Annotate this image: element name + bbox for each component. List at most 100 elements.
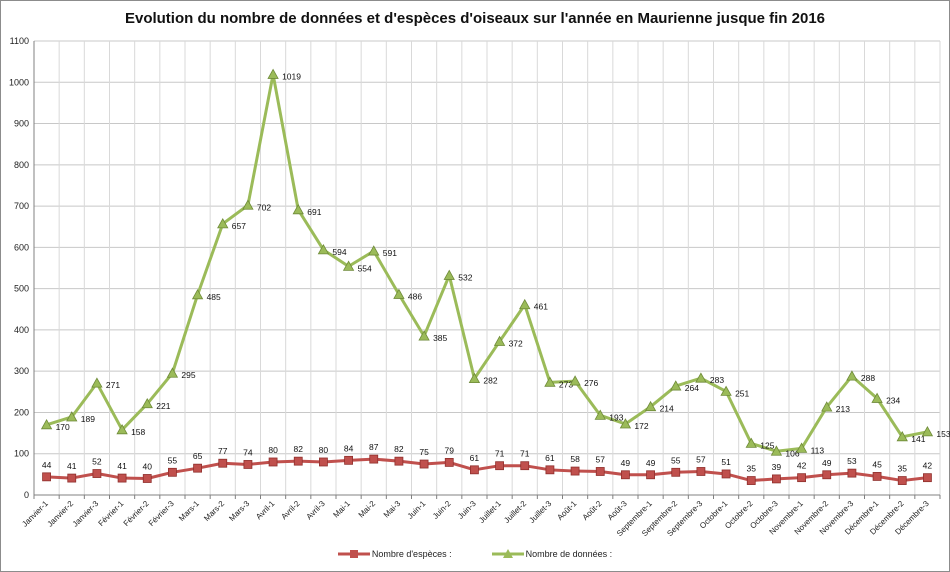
data-point-records — [795, 442, 808, 453]
data-point-records — [91, 377, 103, 388]
data-label-records: 172 — [634, 421, 648, 431]
data-label-species: 45 — [872, 459, 882, 469]
data-point-species — [92, 469, 102, 478]
x-tick-label: Juin-1 — [406, 499, 428, 521]
data-label-records: 271 — [106, 380, 120, 390]
x-tick-label: Février-1 — [96, 499, 125, 528]
data-point-species — [923, 473, 932, 483]
series-line-1 — [46, 72, 928, 453]
data-point-records — [544, 376, 556, 387]
data-point-records — [670, 380, 682, 391]
data-point-records — [66, 411, 78, 422]
data-point-species — [142, 474, 152, 483]
data-label-species: 80 — [319, 445, 329, 455]
data-point-records — [393, 288, 405, 299]
data-point-species — [772, 474, 781, 484]
data-label-records: 221 — [156, 401, 170, 411]
data-label-records: 702 — [257, 202, 271, 212]
data-point-species — [344, 455, 353, 465]
x-tick-label: Mars-1 — [177, 499, 201, 523]
data-point-species — [746, 476, 756, 485]
data-label-records: 264 — [685, 383, 699, 393]
x-tick-label: Juin-2 — [431, 499, 453, 521]
data-point-records — [418, 330, 430, 341]
x-tick-label: Mars-3 — [227, 499, 251, 523]
data-label-records: 295 — [181, 370, 195, 380]
data-point-records — [217, 218, 229, 229]
x-tick-label: Mai-1 — [331, 499, 352, 520]
data-point-records — [619, 418, 632, 429]
legend-swatch-0 — [337, 550, 370, 558]
data-label-species: 35 — [898, 464, 908, 474]
data-point-species — [419, 459, 429, 469]
data-point-records — [871, 392, 883, 403]
data-label-records: 288 — [861, 373, 875, 383]
legend-swatch-1 — [491, 549, 524, 558]
data-point-species — [897, 476, 907, 485]
data-point-records — [644, 400, 657, 412]
data-point-records — [745, 437, 757, 448]
legend-label-0: Nombre d'espèces : — [371, 549, 452, 559]
x-tick-label: Janvier-3 — [71, 499, 101, 529]
data-label-records: 125 — [760, 440, 774, 450]
data-label-records: 594 — [332, 247, 346, 257]
data-label-species: 61 — [545, 453, 555, 463]
x-tick-label: Avril-1 — [254, 499, 277, 522]
data-label-species: 42 — [923, 461, 933, 471]
data-label-species: 49 — [822, 458, 832, 468]
y-tick-label: 200 — [14, 407, 29, 417]
data-point-species — [545, 465, 555, 475]
data-point-species — [495, 461, 504, 471]
data-point-records — [896, 430, 908, 442]
y-tick-label: 700 — [14, 201, 29, 211]
x-tick-label: Avril-3 — [305, 499, 328, 522]
data-point-species — [67, 473, 77, 483]
data-point-records — [40, 419, 53, 430]
data-point-records — [141, 397, 153, 409]
data-label-species: 35 — [747, 464, 757, 474]
data-label-species: 75 — [419, 447, 429, 457]
data-point-records — [695, 372, 707, 383]
data-label-species: 82 — [294, 444, 304, 454]
data-point-records — [519, 298, 531, 310]
x-tick-label: Mai-3 — [382, 499, 403, 520]
data-label-records: 158 — [131, 427, 145, 437]
data-point-species — [595, 467, 605, 476]
data-point-records — [368, 245, 380, 256]
data-point-records — [267, 68, 279, 79]
data-point-species — [696, 467, 706, 476]
data-label-records: 273 — [559, 379, 573, 389]
data-label-species: 49 — [621, 458, 631, 468]
y-tick-label: 100 — [14, 449, 29, 459]
x-tick-label: Juillet-1 — [477, 499, 503, 525]
data-label-records: 234 — [886, 395, 900, 405]
data-label-records: 283 — [710, 375, 724, 385]
data-point-species — [671, 467, 681, 477]
data-point-records — [569, 375, 581, 386]
y-tick-label: 800 — [14, 160, 29, 170]
data-label-species: 49 — [646, 458, 656, 468]
data-label-records: 113 — [811, 445, 825, 455]
data-label-species: 57 — [596, 454, 606, 464]
data-label-species: 82 — [394, 444, 404, 454]
data-label-records: 486 — [408, 291, 422, 301]
x-tick-label: Juillet-2 — [502, 499, 528, 525]
data-label-species: 41 — [117, 461, 127, 471]
data-point-records — [594, 409, 606, 420]
x-tick-label: Août-3 — [606, 499, 629, 522]
y-tick-label: 1100 — [10, 36, 29, 46]
data-label-species: 71 — [495, 449, 505, 459]
data-label-species: 55 — [671, 455, 681, 465]
y-tick-label: 500 — [14, 284, 29, 294]
data-label-species: 57 — [696, 454, 706, 464]
data-label-records: 189 — [81, 414, 95, 424]
data-point-records — [166, 367, 179, 378]
data-label-records: 170 — [56, 422, 70, 432]
y-tick-label: 900 — [14, 119, 29, 129]
data-point-records — [821, 401, 833, 412]
data-point-species — [570, 466, 580, 476]
data-label-records: 657 — [232, 221, 246, 231]
data-point-species — [243, 460, 253, 469]
data-label-species: 58 — [570, 454, 580, 464]
